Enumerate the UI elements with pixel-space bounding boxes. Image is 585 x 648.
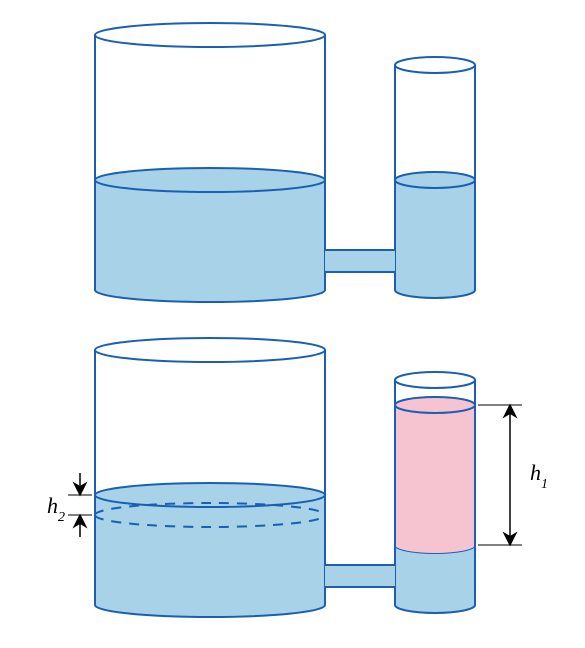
communicating-vessels-diagram: h1h2 <box>0 0 585 648</box>
